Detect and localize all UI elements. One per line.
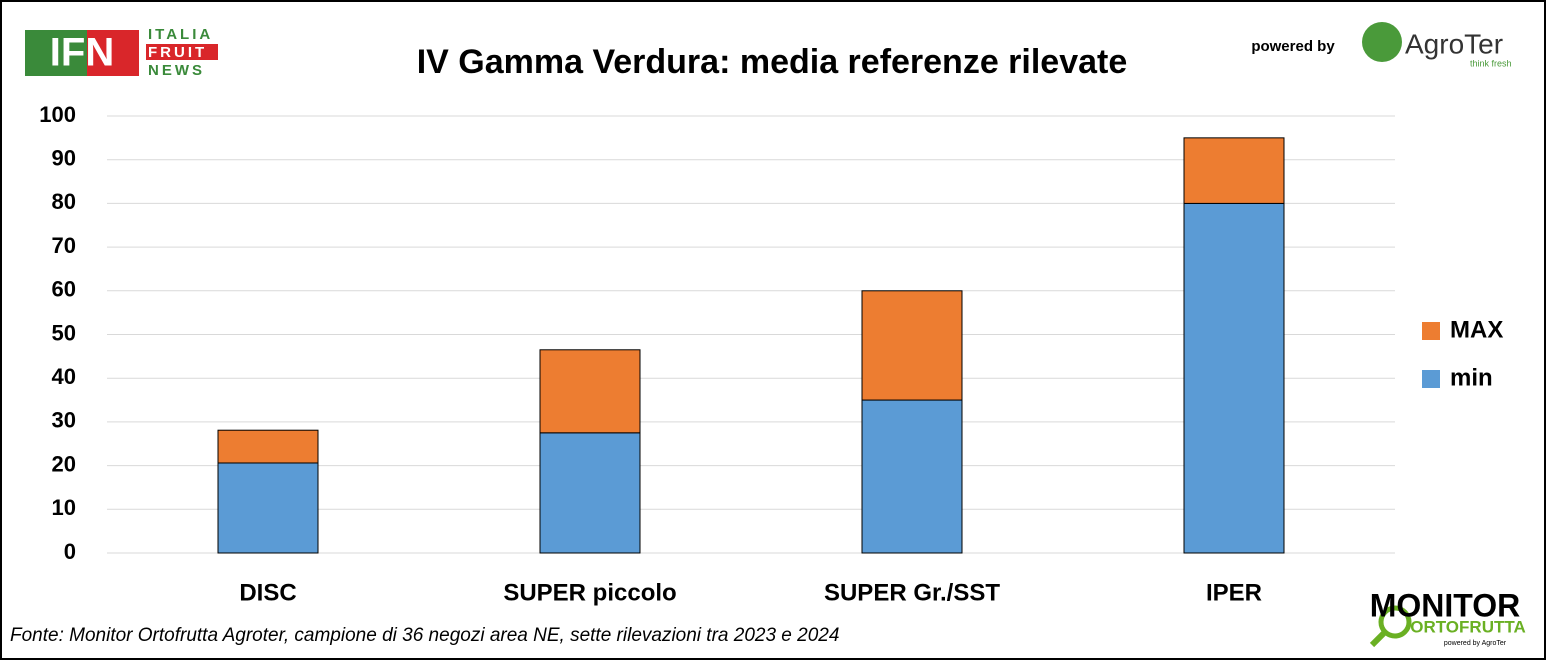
y-tick-label: 20 xyxy=(52,451,76,476)
bar-segment xyxy=(861,290,963,401)
y-tick-label: 40 xyxy=(52,364,76,389)
y-tick-label: 30 xyxy=(52,408,76,433)
agroter-logo: powered by AgroTer think fresh xyxy=(1251,22,1512,68)
logo-shape xyxy=(87,30,139,76)
bar-segment xyxy=(539,349,641,434)
chart-title: IV Gamma Verdura: media referenze rileva… xyxy=(417,43,1128,81)
source-note: Fonte: Monitor Ortofrutta Agroter, campi… xyxy=(10,625,839,646)
x-tick-label: DISC xyxy=(239,579,296,606)
logo-text: powered by AgroTer xyxy=(1444,640,1507,647)
bar-segment xyxy=(1183,202,1285,554)
monitor-logo: MONITOR ORTOFRUTTA powered by AgroTer xyxy=(1369,587,1526,648)
x-tick-label: SUPER Gr./SST xyxy=(824,579,1000,606)
ifn-logo: IFN ITALIA FRUIT NEWS xyxy=(25,26,218,79)
logo-text: ORTOFRUTTA xyxy=(1410,617,1526,636)
logo-text: IFN xyxy=(50,31,114,75)
logo-shape xyxy=(1378,605,1412,639)
logo-text: AgroTer xyxy=(1405,28,1503,59)
logo-text: MONITOR xyxy=(1370,587,1521,623)
legend-label: MAX xyxy=(1450,316,1503,343)
y-tick-label: 90 xyxy=(52,146,76,171)
logo-shape xyxy=(146,44,218,60)
bar-segment xyxy=(217,462,319,554)
logo-shape xyxy=(25,30,87,76)
y-tick-label: 50 xyxy=(52,320,76,345)
legend-swatch xyxy=(1422,370,1440,388)
logo-text: think fresh xyxy=(1470,58,1512,68)
logo-shape xyxy=(1362,22,1402,62)
legend-label: min xyxy=(1450,364,1493,391)
logo-text: FRUIT xyxy=(148,44,207,61)
y-tick-label: 0 xyxy=(64,539,76,564)
logo-text: powered by xyxy=(1251,38,1335,55)
bar-segment xyxy=(217,429,319,464)
y-tick-label: 100 xyxy=(39,102,76,127)
logo-text: NEWS xyxy=(148,62,205,79)
bar-segment xyxy=(861,399,963,554)
bar-segment xyxy=(1183,137,1285,204)
x-tick-label: IPER xyxy=(1206,579,1262,606)
x-tick-label: SUPER piccolo xyxy=(503,579,676,606)
logo-shape xyxy=(1369,629,1388,648)
legend-swatch xyxy=(1422,322,1440,340)
y-tick-label: 80 xyxy=(52,189,76,214)
bar-segment xyxy=(539,432,641,554)
y-tick-label: 60 xyxy=(52,277,76,302)
y-tick-label: 70 xyxy=(52,233,76,258)
logo-text: ITALIA xyxy=(148,26,213,43)
y-tick-label: 10 xyxy=(52,495,76,520)
